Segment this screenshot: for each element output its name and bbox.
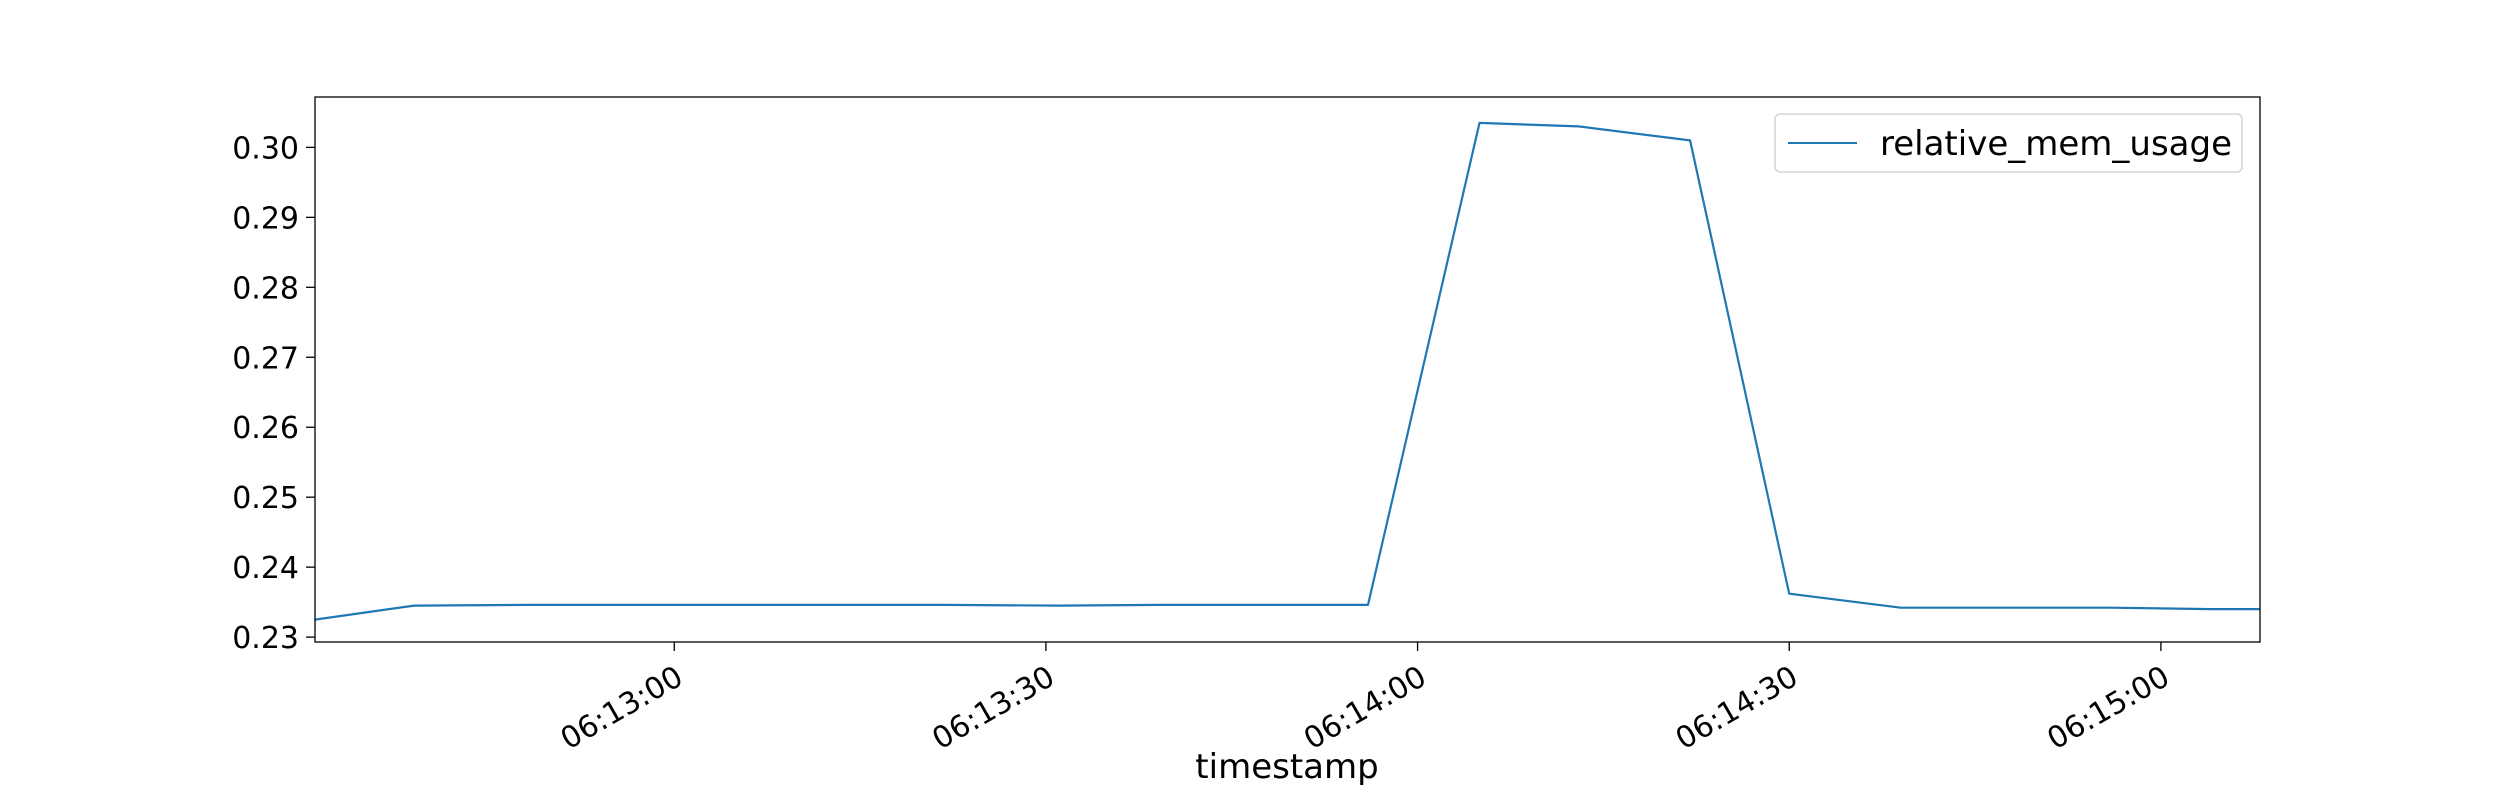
legend-box	[1774, 113, 2243, 173]
y-tick-label: 0.26	[232, 411, 299, 446]
y-tick-label: 0.25	[232, 481, 299, 516]
y-tick-label: 0.23	[232, 621, 299, 656]
y-axis-ticks: 0.23 0.24 0.25 0.26 0.27 0.28 0.29 0.30	[232, 131, 315, 656]
x-axis-label: timestamp	[1195, 747, 1378, 787]
plot-frame	[314, 96, 2261, 643]
series-layer	[314, 121, 2260, 621]
y-tick-label: 0.30	[232, 131, 299, 166]
legend-label-relative-mem-usage: relative_mem_usage	[1880, 124, 2232, 164]
y-tick-label: 0.29	[232, 201, 299, 236]
y-tick-label: 0.24	[232, 551, 299, 586]
y-tick-label: 0.27	[232, 341, 299, 376]
y-tick-label: 0.28	[232, 271, 299, 306]
legend: relative_mem_usage	[1774, 113, 2243, 173]
series-line-relative-mem-usage	[314, 121, 2260, 621]
plot-area	[315, 97, 2260, 642]
